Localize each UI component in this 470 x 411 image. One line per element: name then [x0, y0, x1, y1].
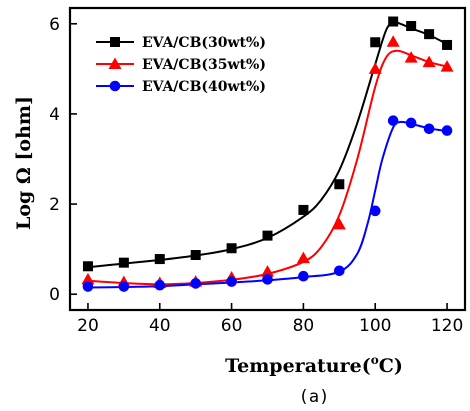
- series-3-point: [423, 123, 435, 135]
- series-2-point: [81, 272, 95, 285]
- series-3-point: [387, 115, 399, 126]
- x-axis-title-main: Temperature(: [225, 355, 371, 377]
- legend-marker: [110, 37, 120, 47]
- series-3-point: [82, 281, 94, 292]
- series-1-point: [334, 179, 345, 190]
- legend-marker: [108, 57, 122, 69]
- series-3-point: [226, 276, 237, 287]
- series-1-point: [154, 254, 165, 265]
- axis-ticks: 20 40 60 80 100 120 0 2 4 6: [49, 15, 463, 336]
- series-2-point: [332, 217, 346, 230]
- x-tick-label: 100: [359, 316, 391, 336]
- legend-label: EVA/CB(35wt%): [142, 57, 266, 73]
- series-2-point: [386, 35, 400, 47]
- series-2-point: [440, 60, 454, 72]
- series-2-point: [261, 265, 274, 277]
- series-3-point: [405, 117, 417, 129]
- y-tick-label: 2: [49, 195, 60, 215]
- series-1-point: [442, 39, 453, 50]
- series-3-point: [441, 125, 453, 136]
- legend-label: EVA/CB(30wt%): [142, 35, 266, 51]
- series-3-point: [369, 205, 381, 217]
- series-1-point: [226, 243, 237, 254]
- series-3-line: [87, 120, 448, 289]
- x-tick-label: 120: [431, 316, 463, 336]
- series-2-point: [404, 51, 418, 63]
- series-2-point: [422, 55, 436, 68]
- plot-frame: [68, 6, 467, 312]
- x-axis-title-end: C): [379, 355, 403, 377]
- y-axis-title: Log Ω [ohm]: [13, 96, 35, 230]
- series-markers: [81, 16, 454, 292]
- legend-marker: [109, 80, 121, 92]
- series-3-point: [154, 279, 166, 291]
- series-1-point: [82, 261, 93, 272]
- series-1-point: [262, 230, 273, 241]
- series-1-point: [370, 37, 381, 48]
- legend: EVA/CB(30wt%) EVA/CB(35wt%) EVA/CB(40wt%): [96, 35, 266, 95]
- series-1-line: [87, 21, 448, 269]
- series-1-point: [424, 29, 435, 40]
- series-3-point: [118, 281, 130, 292]
- x-axis-title: Temperature(oC): [225, 353, 403, 377]
- series-1-point: [388, 16, 399, 27]
- series-1-point: [118, 257, 129, 268]
- series-2-point: [368, 62, 382, 74]
- series-1-point: [406, 21, 417, 32]
- x-axis-title-superscript: o: [371, 353, 379, 367]
- x-tick-label: 80: [293, 316, 315, 336]
- series-2-line: [87, 49, 448, 286]
- y-tick-label: 0: [49, 285, 60, 305]
- series-2-point: [296, 251, 310, 264]
- x-tick-label: 40: [149, 316, 171, 336]
- series-3-point: [298, 270, 309, 282]
- series-1-point: [190, 250, 201, 261]
- series-curves: [87, 21, 448, 289]
- x-tick-label: 60: [221, 316, 243, 336]
- figure-caption: (a): [299, 387, 330, 407]
- series-3-point: [262, 274, 273, 285]
- series-3-point: [334, 265, 345, 277]
- series-1-point: [298, 204, 309, 215]
- legend-label: EVA/CB(40wt%): [142, 79, 266, 95]
- y-tick-label: 6: [49, 15, 60, 35]
- y-tick-label: 4: [49, 105, 60, 125]
- series-3-point: [190, 278, 201, 289]
- x-tick-label: 20: [77, 316, 99, 336]
